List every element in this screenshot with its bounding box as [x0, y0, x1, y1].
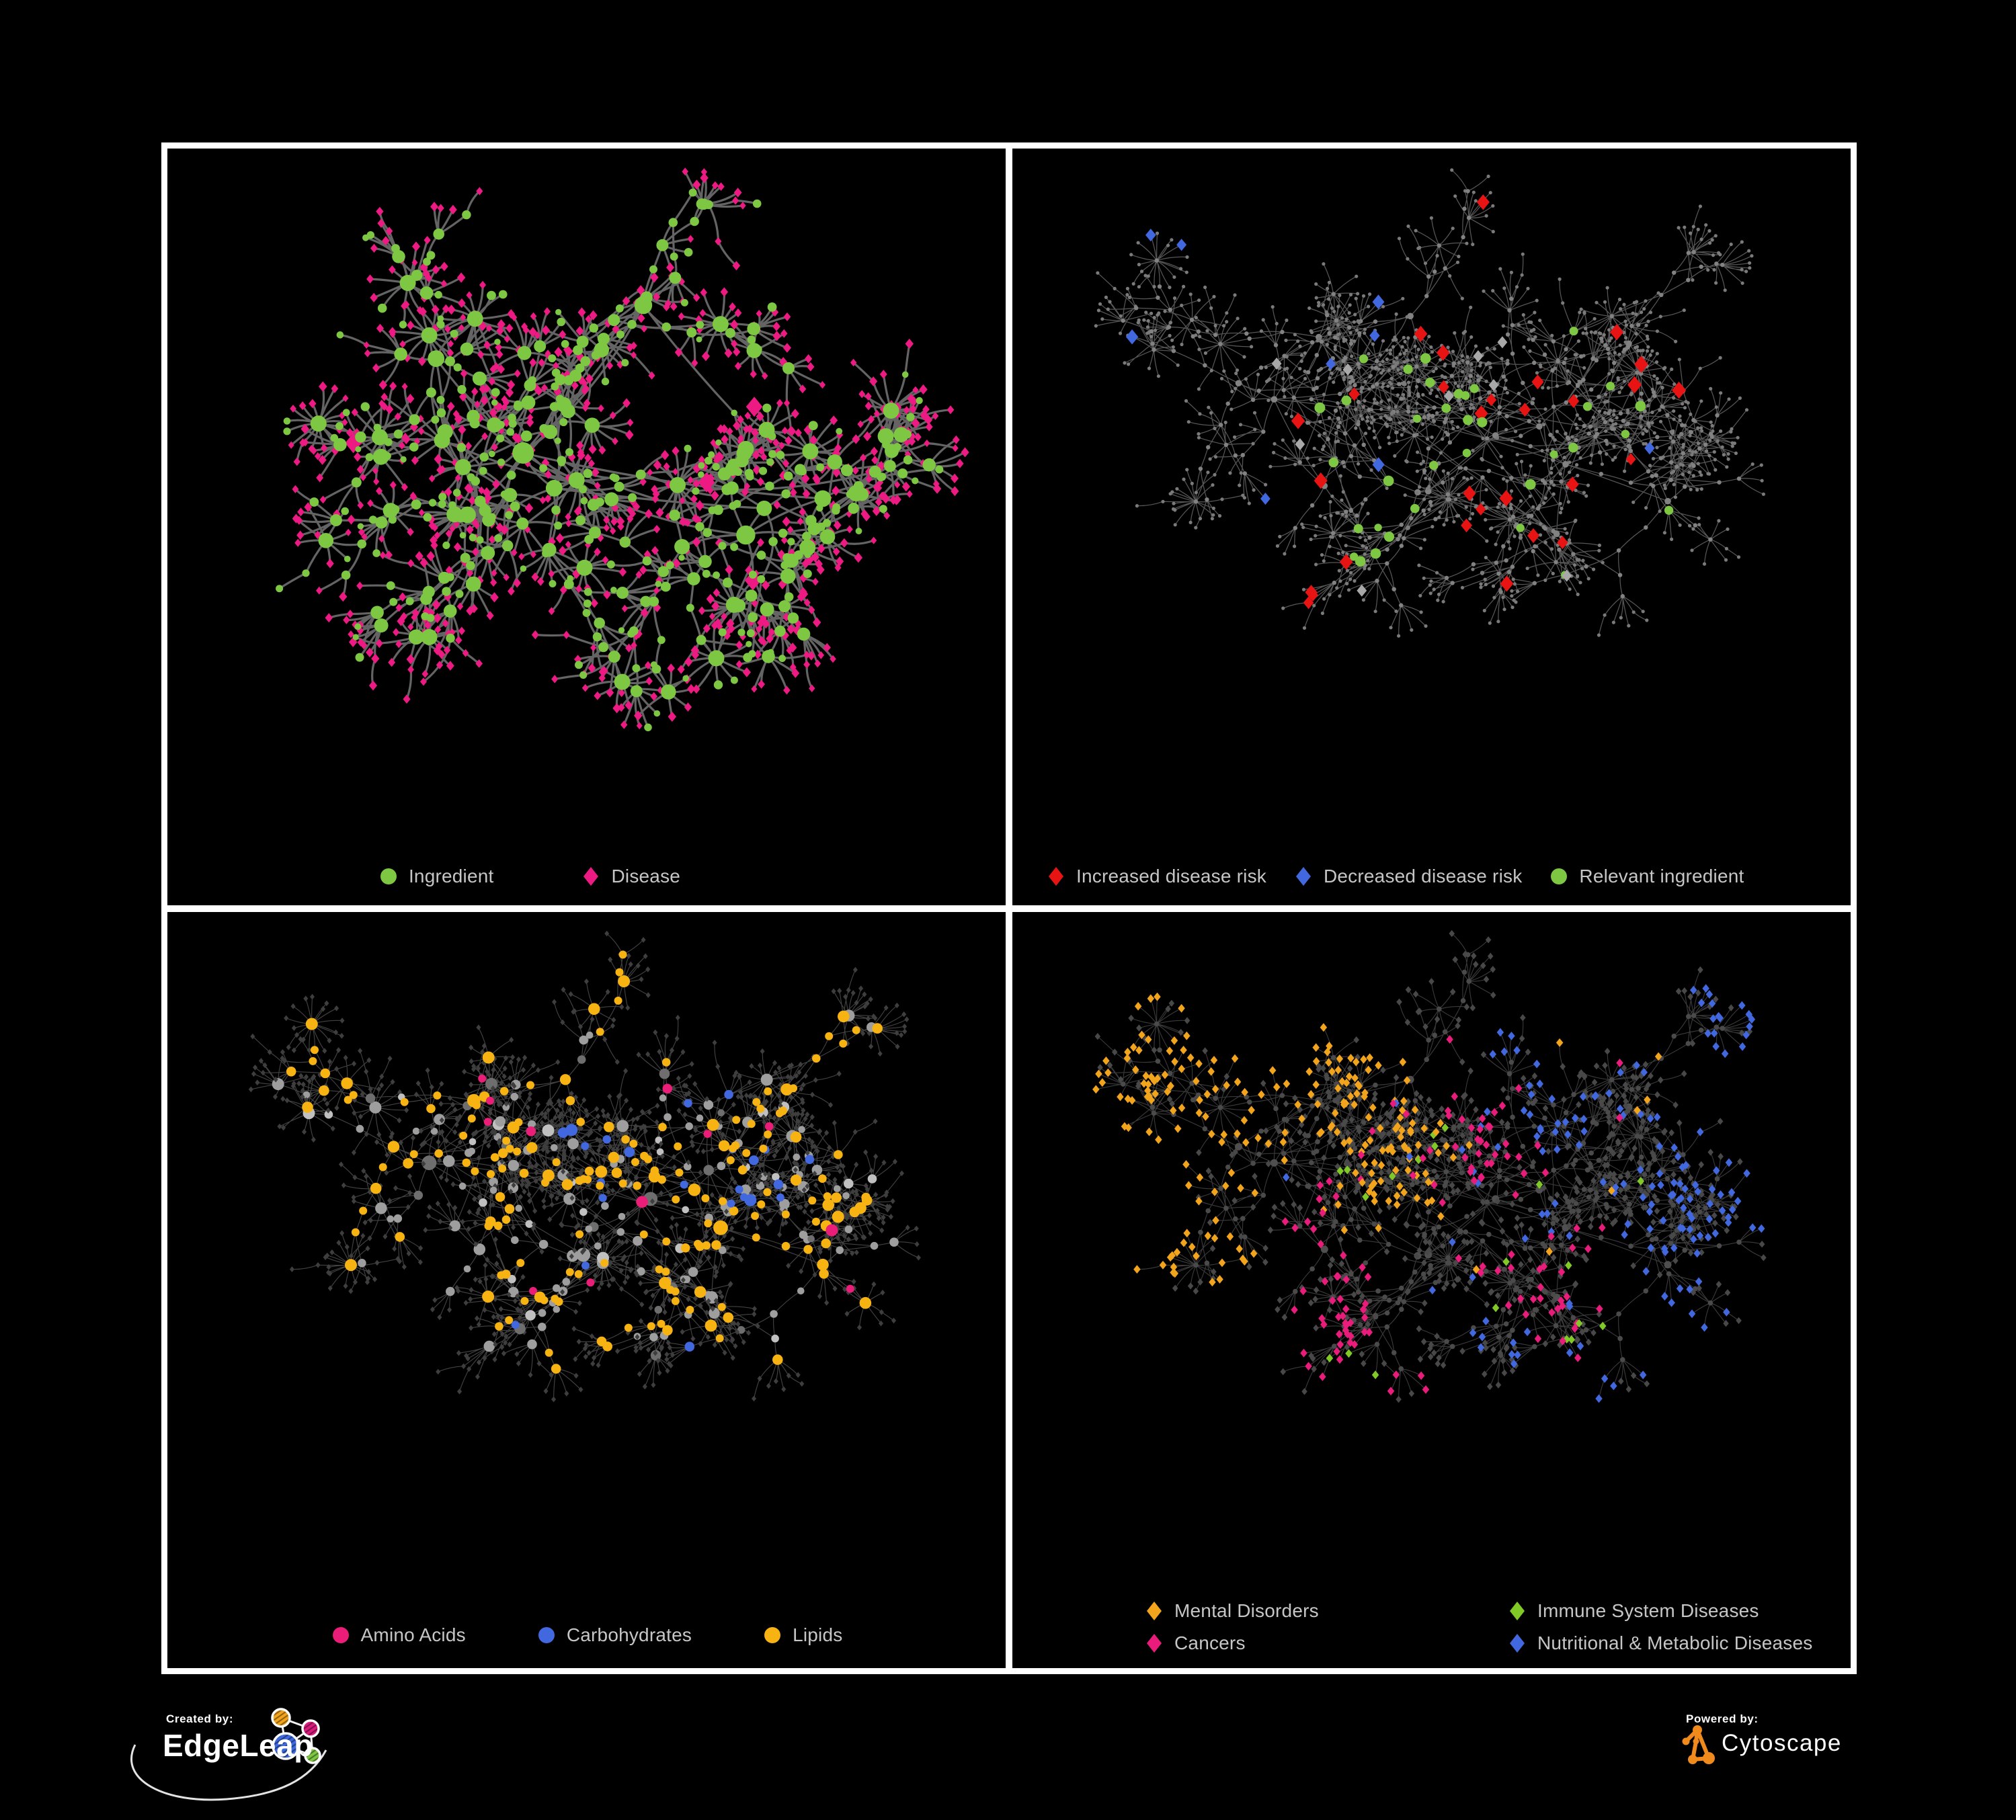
network-ingredient-classes: [248, 930, 921, 1402]
cytoscape-wordmark: Cytoscape: [1722, 1730, 1842, 1756]
legend-item-carbohydrates: Carbohydrates: [536, 1624, 692, 1647]
legend-marker-diamond-icon: [583, 866, 599, 886]
legend-item-decreased-disease-risk: Decreased disease risk: [1293, 865, 1522, 888]
legend-marker-diamond-icon: [1147, 1602, 1162, 1620]
legend-ingredient-disease: Ingredient Disease: [167, 865, 891, 888]
legend-marker-circle-icon: [764, 1627, 781, 1643]
legend-label: Amino Acids: [360, 1624, 466, 1645]
legend-marker-circle-icon: [1551, 868, 1568, 884]
powered-by-block: Powered by: Cytoscape: [1677, 1706, 1993, 1800]
legend-item-amino-acids: Amino Acids: [331, 1624, 466, 1647]
legend-marker-diamond-icon: [1049, 866, 1063, 886]
network-disease-risk: [1094, 168, 1765, 638]
legend-item-cancers: Cancers: [1144, 1632, 1507, 1655]
created-by-label: Created by:: [166, 1712, 234, 1725]
edgeleap-logo: [130, 1708, 327, 1801]
legend-item-relevant-ingredient: Relevant ingredient: [1549, 865, 1744, 888]
legend-label: Lipids: [793, 1624, 843, 1645]
legend-marker-circle-icon: [332, 1627, 349, 1643]
network-disease-classes: [1092, 929, 1767, 1403]
edgeleap-wordmark: EdgeLeap: [163, 1728, 313, 1763]
created-by-block: Created by: EdgeLeap: [124, 1706, 474, 1820]
legend-marker-circle-icon: [538, 1627, 555, 1643]
panels-grid: Ingredient Disease Increased disease risk…: [161, 142, 1857, 1674]
legend-label: Ingredient: [408, 865, 494, 886]
legend-label: Decreased disease risk: [1323, 865, 1523, 886]
legend-ingredient-classes: Amino Acids Carbohydrates Lipids: [167, 1624, 1006, 1647]
legend-marker-diamond-icon: [1295, 866, 1311, 886]
edgeleap-node-green: [304, 1747, 321, 1764]
legend-label: Nutritional & Metabolic Diseases: [1537, 1632, 1813, 1653]
cytoscape-logo: [1682, 1725, 1715, 1764]
legend-item-mental-disorders: Mental Disorders: [1144, 1600, 1507, 1622]
legend-label: Disease: [611, 865, 681, 886]
legend-label: Carbohydrates: [566, 1624, 692, 1645]
edgeleap-node-magenta: [301, 1719, 320, 1738]
legend-marker-circle-icon: [380, 868, 397, 884]
panel-ingredient-classes: Amino Acids Carbohydrates Lipids: [167, 911, 1006, 1668]
legend-label: Increased disease risk: [1076, 865, 1266, 886]
legend-label: Cancers: [1174, 1632, 1246, 1653]
panel-disease-risk: Increased disease risk Decreased disease …: [1012, 149, 1851, 905]
legend-marker-diamond-icon: [1510, 1634, 1525, 1653]
legend-item-lipids: Lipids: [762, 1624, 842, 1647]
edgeleap-node-orange: [271, 1708, 291, 1728]
panel-disease-classes: Mental Disorders Immune System Diseases Ca…: [1012, 911, 1851, 1668]
legend-item-increased-disease-risk: Increased disease risk: [1046, 865, 1266, 888]
powered-by-label: Powered by:: [1686, 1712, 1759, 1725]
legend-item-nutritional-metabolic-diseases: Nutritional & Metabolic Diseases: [1507, 1632, 1812, 1655]
edgeleap-swoosh: [130, 1744, 327, 1801]
legend-label: Immune System Diseases: [1537, 1600, 1759, 1621]
edgeleap-node-blue: [272, 1732, 300, 1760]
legend-label: Relevant ingredient: [1579, 865, 1744, 886]
legend-item-disease: Disease: [581, 865, 680, 888]
legend-disease-risk: Increased disease risk Decreased disease …: [1046, 865, 1744, 888]
legend-marker-diamond-icon: [1510, 1602, 1525, 1620]
network-ingredient-disease: [276, 167, 969, 732]
legend-marker-diamond-icon: [1147, 1634, 1162, 1653]
panel-ingredient-disease: Ingredient Disease: [167, 149, 1006, 905]
legend-item-immune-system-diseases: Immune System Diseases: [1507, 1600, 1812, 1622]
legend-label: Mental Disorders: [1174, 1600, 1319, 1621]
legend-item-ingredient: Ingredient: [378, 865, 494, 888]
legend-disease-classes: Mental Disorders Immune System Diseases Ca…: [1144, 1600, 1812, 1655]
